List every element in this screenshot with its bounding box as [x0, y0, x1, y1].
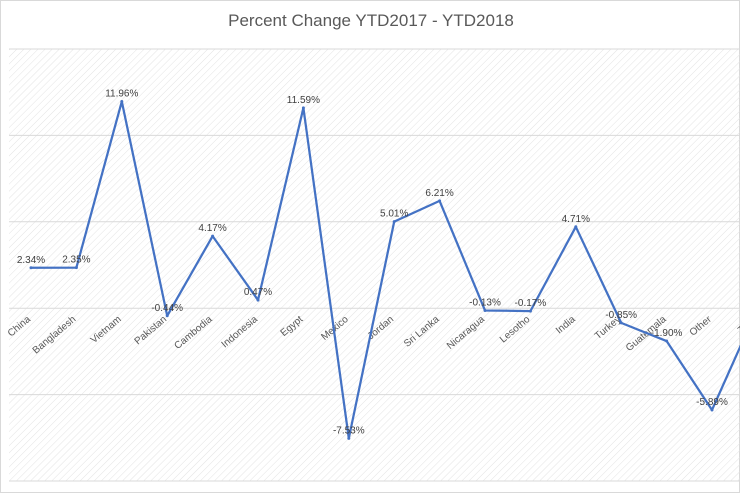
data-point: [120, 100, 124, 104]
data-label: 11.96%: [105, 89, 138, 100]
data-label: 2.35%: [62, 255, 90, 266]
data-label: -0.44%: [151, 303, 183, 314]
data-point: [301, 106, 305, 110]
data-point: [483, 308, 487, 312]
data-point: [574, 225, 578, 229]
data-label: 4.17%: [198, 223, 226, 234]
data-point: [165, 314, 169, 318]
data-label: 11.59%: [287, 95, 320, 106]
data-point: [619, 321, 623, 325]
data-label: 2.34%: [17, 255, 45, 266]
data-label: -0.13%: [469, 297, 501, 308]
data-point: [438, 199, 442, 203]
data-point: [29, 266, 33, 270]
data-label: -5.89%: [696, 397, 728, 408]
data-point: [710, 408, 714, 412]
data-label: 6.21%: [425, 188, 453, 199]
data-point: [256, 298, 260, 302]
chart-title: Percent Change YTD2017 - YTD2018: [228, 11, 514, 30]
data-label: 4.71%: [562, 214, 590, 225]
data-point: [392, 220, 396, 224]
plot-area: [9, 49, 740, 481]
data-label: 0.47%: [244, 287, 272, 298]
data-point: [211, 234, 215, 238]
data-label: 5.01%: [380, 209, 408, 220]
x-tick-label: Total: [736, 314, 740, 336]
data-label: -0.85%: [605, 310, 637, 321]
data-point: [347, 436, 351, 440]
data-point: [665, 339, 669, 343]
data-point: [74, 266, 78, 270]
data-label: -7.53%: [333, 425, 365, 436]
data-label: -0.17%: [515, 298, 547, 309]
data-label: -1.90%: [651, 328, 683, 339]
data-point: [528, 309, 532, 313]
